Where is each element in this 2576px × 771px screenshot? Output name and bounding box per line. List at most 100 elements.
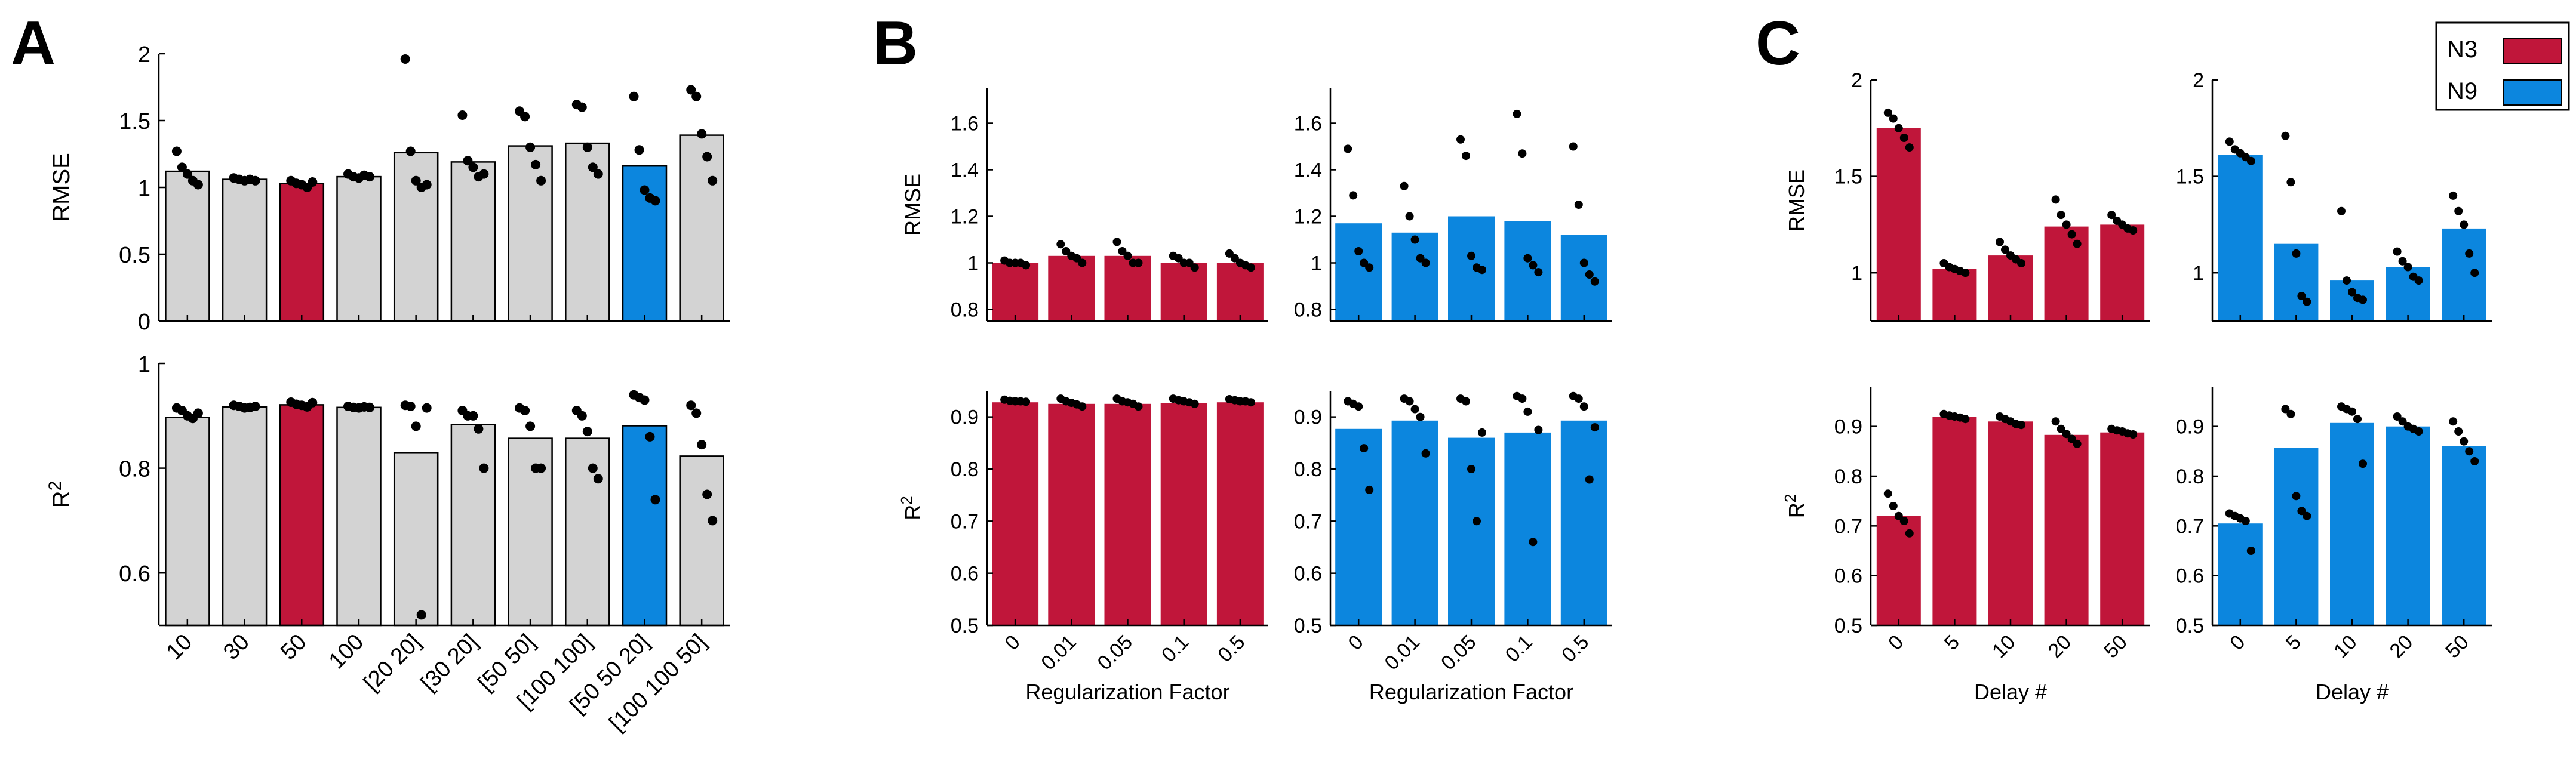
legend-swatch-n9	[2503, 79, 2562, 106]
y-tick-label: 0.8	[2176, 465, 2204, 488]
data-point	[2353, 415, 2362, 424]
data-point	[2073, 239, 2082, 248]
data-point	[1996, 238, 2004, 246]
data-point	[697, 440, 707, 450]
data-point	[2292, 249, 2301, 258]
data-point	[2303, 511, 2311, 520]
bar-0	[2218, 523, 2263, 625]
data-point	[1590, 277, 1599, 286]
x-tick-label: 5	[1940, 631, 1964, 655]
x-tick-label: 0.01	[1381, 631, 1425, 675]
y-tick-label: 0.5	[951, 615, 979, 637]
data-point	[1899, 517, 1908, 525]
data-point	[691, 408, 702, 418]
data-point	[634, 145, 644, 155]
data-point	[1056, 240, 1065, 249]
panel-letter-a: A	[11, 9, 56, 78]
bar-50	[279, 183, 325, 322]
data-point	[1190, 263, 1199, 272]
data-point	[365, 172, 374, 182]
x-tick-label: [30 20]	[416, 630, 483, 696]
chart-c-bottom-right: 0.5 0.6 0.7 0.8 0.9 0 5 10 20 50 Delay #	[2176, 387, 2492, 704]
data-point	[2414, 427, 2423, 436]
bar-5	[1932, 417, 1977, 625]
data-point	[2001, 245, 2009, 254]
bar-[100 100 50]	[679, 134, 724, 322]
y-tick-label: 1.5	[119, 109, 150, 134]
y-tick-label: 1.5	[1834, 166, 1862, 189]
data-point	[1410, 235, 1419, 244]
bar-50	[2100, 224, 2145, 321]
y-axis-label: R2	[1781, 494, 1809, 518]
bar-0.5	[1560, 420, 1607, 625]
data-point	[1905, 143, 1914, 152]
data-point	[2067, 434, 2076, 443]
data-point	[525, 421, 536, 431]
chart-b-bottom-left: 0.5 0.6 0.7 0.8 0.9 0 0.01 0.05 0.1 0.5 R2 Regulari…	[897, 391, 1268, 704]
data-point	[1905, 529, 1914, 538]
chart-b-top-left: 0.8 1 1.2 1.4 1.6 RMSE	[900, 88, 1268, 322]
data-point	[2359, 295, 2367, 304]
y-tick-label: 0.8	[1294, 299, 1322, 322]
data-point	[1400, 181, 1409, 190]
x-tick-label: 0.05	[1093, 631, 1137, 675]
x-tick-label: 100	[324, 630, 369, 674]
data-point	[2303, 297, 2311, 306]
data-point	[468, 162, 478, 172]
y-tick-label: 0.8	[119, 457, 150, 482]
data-point	[520, 406, 530, 415]
data-point	[2062, 220, 2071, 229]
data-point	[250, 402, 260, 411]
data-point	[1246, 398, 1255, 407]
data-point	[1344, 144, 1352, 153]
data-point	[2292, 492, 2301, 501]
data-point	[1523, 407, 1532, 416]
data-point	[1585, 270, 1594, 279]
data-point	[463, 156, 473, 166]
data-point	[1467, 251, 1475, 260]
data-point	[1421, 258, 1430, 267]
data-point	[250, 175, 260, 186]
data-point	[2393, 412, 2402, 421]
data-point	[1134, 402, 1143, 411]
bar-0.1	[1160, 403, 1207, 625]
x-tick-label: 0.5	[1557, 631, 1593, 667]
data-point	[1961, 269, 1970, 277]
y-tick-label: 1	[2193, 262, 2204, 285]
data-point	[702, 152, 712, 162]
data-point	[1585, 475, 1594, 484]
bar-0.05	[1104, 403, 1151, 625]
data-point	[1590, 423, 1599, 432]
data-point	[2454, 206, 2463, 215]
bar-0.05	[1448, 216, 1495, 321]
x-axis-label: Regularization Factor	[1025, 680, 1229, 704]
data-point	[708, 516, 718, 526]
data-point	[422, 180, 432, 190]
bar-10	[2330, 422, 2374, 625]
chart-b-top-right: 0.8 1 1.2 1.4 1.6	[1294, 88, 1612, 322]
y-tick-label: 0.9	[951, 406, 979, 429]
x-tick-label: 0.1	[1157, 631, 1193, 667]
y-tick-label: 0.7	[1834, 515, 1862, 538]
y-tick-label: 2	[2193, 69, 2204, 92]
chart-c-top-left: 1 1.5 2 RMSE	[1784, 69, 2150, 322]
data-point	[1349, 191, 1358, 200]
y-tick-label: 1.4	[1294, 159, 1322, 182]
data-point	[1883, 489, 1892, 498]
data-point	[1529, 261, 1538, 270]
chart-b-bottom-right: 0.5 0.6 0.7 0.8 0.9 0 0.01 0.05 0.1 0.5 Regulariza…	[1294, 391, 1612, 704]
bar-5	[1932, 269, 1977, 321]
y-tick-label: 0.7	[2176, 515, 2204, 538]
data-point	[1574, 201, 1583, 209]
bar-0.5	[1216, 263, 1264, 321]
data-point	[1456, 135, 1465, 144]
data-point	[1478, 266, 1486, 275]
data-point	[2470, 269, 2479, 277]
data-point	[193, 180, 203, 190]
data-point	[2107, 211, 2116, 220]
y-axis-label: R2	[45, 481, 75, 508]
data-point	[2449, 417, 2458, 426]
data-point	[1534, 425, 1543, 434]
data-point	[2465, 447, 2474, 456]
y-tick-label: 0.6	[951, 563, 979, 585]
